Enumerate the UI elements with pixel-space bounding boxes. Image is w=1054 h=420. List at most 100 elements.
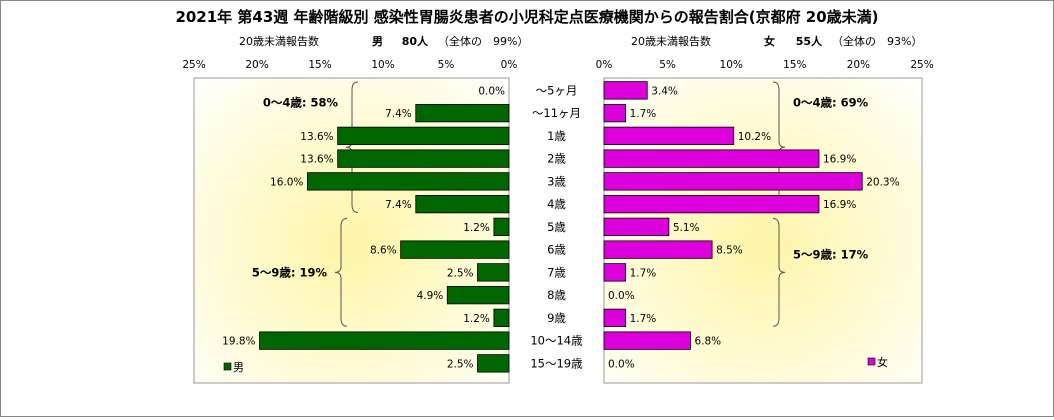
female-legend-swatch bbox=[867, 357, 876, 366]
female-bar bbox=[603, 81, 648, 100]
female-value-label: 0.0% bbox=[608, 358, 635, 370]
female-tick-label: 25% bbox=[910, 59, 933, 71]
female-bar bbox=[603, 172, 863, 191]
female-value-label: 3.4% bbox=[651, 85, 678, 97]
female-header-share: （全体の 93%） bbox=[832, 34, 922, 48]
age-category-label: 8歳 bbox=[547, 288, 566, 302]
male-tick-label: 0% bbox=[501, 59, 518, 71]
male-value-label: 8.6% bbox=[370, 245, 397, 257]
age-category-label: ～5ヶ月 bbox=[536, 83, 578, 97]
female-bar bbox=[603, 240, 713, 259]
male-axis-ticks: 0% 5% 10% 15% 20% 25% bbox=[182, 59, 517, 71]
male-bar bbox=[400, 240, 510, 259]
female-value-label: 1.7% bbox=[630, 108, 657, 120]
age-category-label: 1歳 bbox=[547, 129, 566, 143]
male-value-label: 19.8% bbox=[222, 336, 255, 348]
female-bar bbox=[603, 194, 820, 214]
male-value-label: 4.9% bbox=[417, 290, 444, 302]
female-tick-label: 5% bbox=[659, 59, 676, 71]
male-bar bbox=[493, 308, 510, 328]
female-bars: 3.4% 1.7% 10.2% 16.9% 20.3% 16.9% 5.1% 8.5% 1.7%… bbox=[603, 81, 900, 370]
female-bar bbox=[603, 217, 670, 237]
male-age-group-braces: 0～4歳: 58% 5～9歳: 19% bbox=[252, 81, 359, 327]
female-value-label: 0.0% bbox=[608, 290, 635, 302]
male-tick-label: 10% bbox=[371, 59, 394, 71]
age-category-label: 15～19歳 bbox=[530, 356, 583, 370]
male-value-label: 2.5% bbox=[447, 358, 474, 370]
female-bar bbox=[603, 126, 735, 146]
male-bars: 0.0%7.4%13.6%13.6%16.0%7.4%1.2%8.6%2.5%4… bbox=[222, 85, 510, 373]
female-tick-label: 0% bbox=[596, 59, 613, 71]
male-bar bbox=[477, 354, 510, 373]
male-bar bbox=[446, 285, 510, 305]
age-category-label: 10～14歳 bbox=[530, 334, 583, 348]
male-bar bbox=[306, 172, 510, 191]
female-value-label: 16.9% bbox=[823, 154, 856, 166]
female-value-label: 8.5% bbox=[716, 245, 743, 257]
female-tick-label: 10% bbox=[720, 59, 743, 71]
male-bar bbox=[415, 194, 510, 214]
male-bar bbox=[337, 149, 510, 168]
female-tick-label: 20% bbox=[847, 59, 870, 71]
female-value-label: 10.2% bbox=[738, 131, 771, 143]
male-value-label: 13.6% bbox=[300, 154, 333, 166]
female-value-label: 5.1% bbox=[673, 222, 700, 234]
male-bar bbox=[477, 263, 510, 282]
male-bar bbox=[337, 126, 510, 146]
female-group-label: 5～9歳: 17% bbox=[793, 248, 869, 262]
female-bar bbox=[603, 149, 820, 168]
male-tick-label: 25% bbox=[182, 59, 205, 71]
male-header-label: 20歳未満報告数 bbox=[239, 35, 319, 48]
male-bar bbox=[415, 103, 510, 123]
female-value-label: 20.3% bbox=[866, 176, 899, 188]
male-value-label: 0.0% bbox=[478, 85, 505, 97]
male-group-label: 5～9歳: 19% bbox=[252, 265, 328, 279]
female-bar bbox=[603, 263, 627, 282]
male-tick-label: 5% bbox=[438, 59, 455, 71]
male-group-label: 0～4歳: 58% bbox=[263, 95, 339, 109]
age-category-labels: ～5ヶ月 ～11ヶ月 1歳 2歳 3歳 4歳 5歳 6歳 7歳 8歳 9歳 10～14歳 15～19歳 bbox=[530, 83, 583, 370]
male-value-label: 16.0% bbox=[270, 176, 303, 188]
female-bar bbox=[603, 308, 627, 328]
age-category-label: 3歳 bbox=[547, 174, 566, 188]
male-value-label: 2.5% bbox=[447, 267, 474, 279]
female-axis-ticks: 0% 5% 10% 15% 20% 25% bbox=[596, 59, 934, 71]
male-header-share: （全体の 99%） bbox=[438, 34, 528, 48]
female-value-label: 1.7% bbox=[630, 267, 657, 279]
male-group-brace bbox=[334, 218, 348, 327]
female-value-label: 6.8% bbox=[694, 336, 721, 348]
female-tick-label: 15% bbox=[783, 59, 806, 71]
age-category-label: 7歳 bbox=[547, 265, 566, 279]
male-value-label: 7.4% bbox=[385, 108, 412, 120]
female-group-label: 0～4歳: 69% bbox=[793, 95, 869, 109]
female-value-label: 16.9% bbox=[823, 199, 856, 211]
female-bar bbox=[603, 331, 691, 350]
female-header-count: 55人 bbox=[796, 34, 823, 48]
age-category-label: 5歳 bbox=[547, 220, 566, 234]
male-value-label: 1.2% bbox=[463, 313, 490, 325]
female-header-label: 20歳未満報告数 bbox=[631, 35, 711, 48]
female-group-brace bbox=[772, 218, 786, 327]
female-header-group: 女 bbox=[764, 34, 775, 48]
age-category-label: 9歳 bbox=[547, 311, 566, 325]
male-value-label: 1.2% bbox=[463, 222, 490, 234]
male-legend-swatch bbox=[223, 362, 232, 371]
female-bar bbox=[603, 103, 627, 123]
male-tick-label: 15% bbox=[308, 59, 331, 71]
male-group-brace bbox=[345, 81, 359, 213]
male-bar bbox=[493, 217, 510, 237]
male-header-count: 80人 bbox=[402, 34, 429, 48]
age-category-label: 2歳 bbox=[547, 152, 566, 166]
female-legend-label: 女 bbox=[877, 355, 888, 369]
male-value-label: 7.4% bbox=[385, 199, 412, 211]
female-value-label: 1.7% bbox=[630, 313, 657, 325]
male-value-label: 13.6% bbox=[300, 131, 333, 143]
male-bar bbox=[259, 331, 510, 350]
age-category-label: 6歳 bbox=[547, 243, 566, 257]
chart-title: 2021年 第43週 年齢階級別 感染性胃腸炎患者の小児科定点医療機関からの報告… bbox=[175, 8, 878, 26]
male-tick-label: 20% bbox=[245, 59, 268, 71]
male-legend-label: 男 bbox=[233, 361, 244, 374]
male-header-group: 男 bbox=[372, 35, 383, 48]
